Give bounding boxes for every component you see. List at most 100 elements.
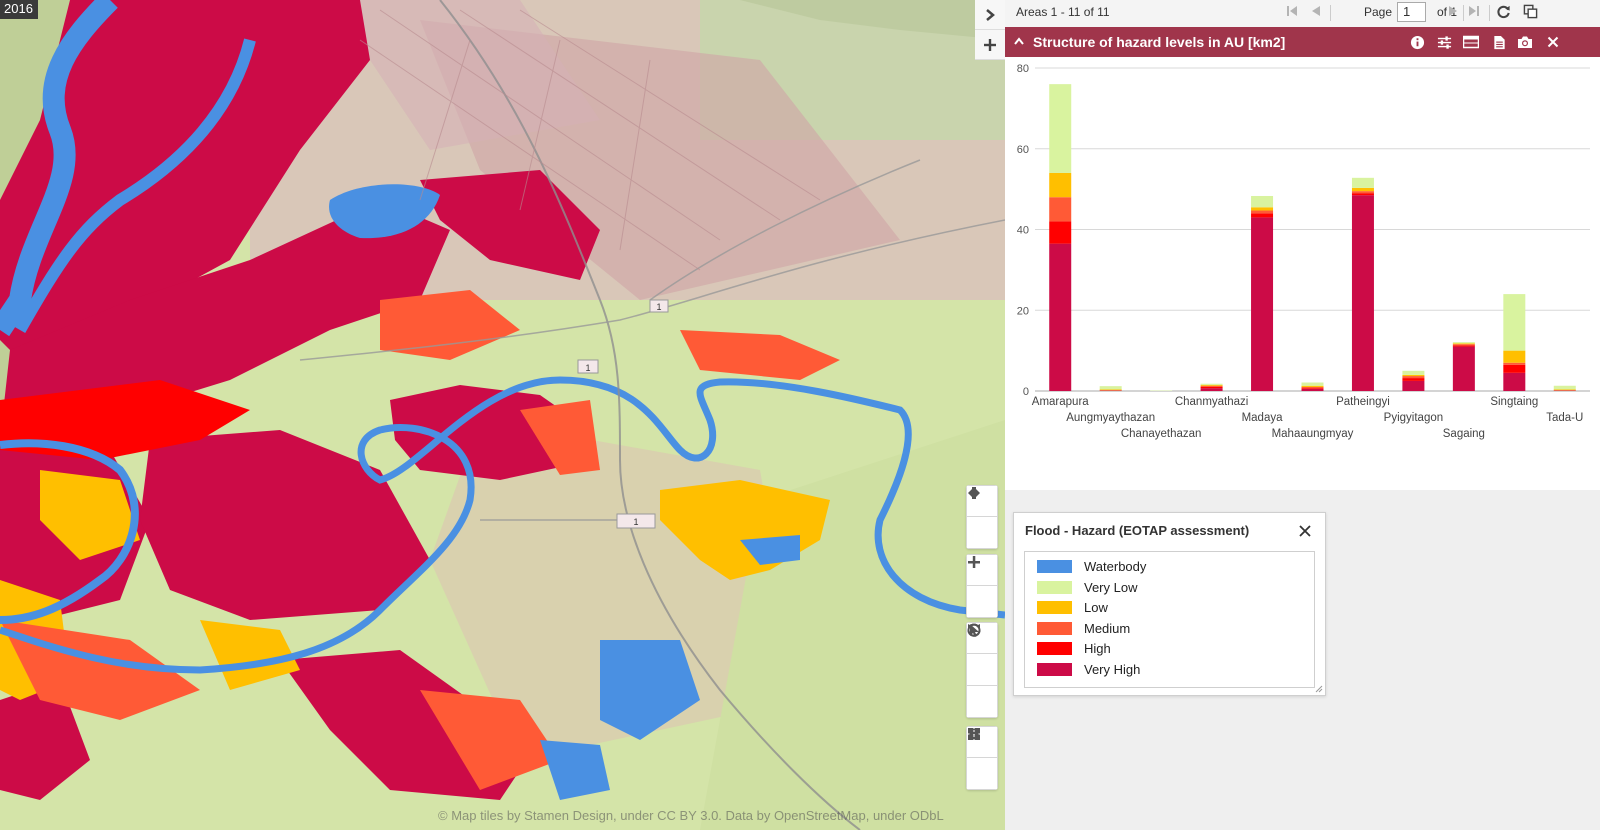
collapse-panel-button[interactable] [975, 0, 1005, 30]
x-tick-label: Madaya [1242, 412, 1284, 424]
legend-title: Flood - Hazard (EOTAP assessment) [1025, 523, 1250, 538]
road-shield-label: 1 [633, 517, 638, 527]
separator [1330, 5, 1331, 21]
screenshot-button[interactable] [1517, 34, 1533, 50]
legend-item: Very Low [1037, 579, 1137, 595]
bar-segment [1099, 386, 1122, 390]
bar-segment [1503, 294, 1526, 351]
road-shield-label: 1 [585, 363, 590, 373]
grid-view-button[interactable] [966, 728, 998, 790]
page-label: Page [1364, 5, 1393, 19]
bar-segment [1402, 378, 1425, 381]
minus-icon [968, 561, 980, 564]
refresh-icon [1497, 5, 1510, 19]
x-tick-label: Tada-U [1546, 412, 1583, 424]
x-tick-label: Patheingyi [1336, 396, 1390, 408]
x-tick-label: Singtaing [1490, 396, 1538, 408]
bar-segment [1351, 177, 1374, 188]
x-tick-label: Chanayethazan [1121, 428, 1202, 440]
bar-segment [1503, 350, 1526, 363]
close-legend-button[interactable] [1299, 521, 1311, 542]
legend-item: Medium [1037, 620, 1130, 636]
arrow-down-icon [968, 487, 980, 499]
legend-swatch [1037, 600, 1072, 614]
bar-segment [1351, 195, 1374, 391]
zoom-out-button[interactable] [966, 561, 998, 618]
mode-controls [966, 726, 998, 790]
sliders-icon [1437, 35, 1451, 49]
zoom-controls [966, 554, 998, 618]
reset-view-button[interactable] [966, 623, 998, 718]
legend-panel: Flood - Hazard (EOTAP assessment) Waterb… [1013, 512, 1326, 696]
settings-button[interactable] [1436, 34, 1452, 50]
previous-icon [1312, 6, 1320, 16]
legend-label: Very High [1084, 661, 1141, 677]
close-icon [1547, 36, 1559, 48]
resize-handle[interactable] [1315, 685, 1323, 693]
legend-label: Low [1084, 599, 1108, 615]
bar-segment [1200, 385, 1223, 387]
pan-up-button[interactable] [966, 485, 998, 517]
bar-segment [1503, 364, 1526, 373]
x-tick-label: Sagaing [1443, 428, 1485, 440]
bar-segment [1251, 210, 1274, 214]
pointer-icon [970, 624, 979, 637]
last-page-button[interactable] [1467, 4, 1481, 21]
bar-segment [1452, 346, 1475, 391]
first-page-button[interactable] [1285, 4, 1299, 21]
zoom-in-button[interactable] [966, 554, 998, 586]
map-attribution: © Map tiles by Stamen Design, under CC B… [438, 808, 944, 823]
detach-button[interactable] [1523, 4, 1538, 22]
areas-count: Areas 1 - 11 of 11 [1016, 5, 1110, 19]
pan-controls [966, 485, 998, 549]
chevron-up-icon[interactable] [1013, 36, 1025, 46]
bar-segment [1049, 172, 1072, 198]
legend-swatch [1037, 559, 1072, 573]
document-icon [1493, 35, 1505, 49]
first-page-icon [1287, 6, 1297, 16]
x-tick-label: Aungmyaythazan [1066, 412, 1155, 424]
map-view[interactable]: 1 1 1 2016 © Map tiles by Stamen Design,… [0, 0, 1005, 830]
last-page-icon [1469, 6, 1479, 16]
close-icon [1299, 525, 1311, 537]
next-page-button[interactable] [1446, 4, 1460, 21]
page-number-input[interactable]: 1 [1397, 2, 1426, 22]
hazard-bar-chart: 0 20 40 60 80 Amarapura Aungmyaythazan Chanayet… [1017, 63, 1590, 440]
legend-item: High [1037, 640, 1111, 656]
view-controls [966, 622, 998, 718]
plus-icon [984, 38, 996, 51]
info-button[interactable] [1409, 34, 1425, 50]
bar-segment [1351, 193, 1374, 196]
select-tool-button[interactable] [966, 624, 998, 686]
year-badge: 2016 [0, 0, 38, 19]
bar-segment [1251, 195, 1274, 208]
x-tick-label: Mahaaungmyay [1272, 428, 1354, 440]
legend-swatch [1037, 621, 1072, 635]
add-panel-button[interactable] [975, 30, 1005, 60]
pan-down-button[interactable] [966, 487, 998, 549]
y-tick-label: 40 [1017, 225, 1029, 237]
refresh-button[interactable] [1496, 4, 1511, 22]
y-tick-label: 20 [1017, 305, 1029, 317]
info-icon [1410, 35, 1424, 49]
bar-segment [1402, 380, 1425, 391]
legend-box: Waterbody Very Low Low Medium High Very … [1024, 551, 1315, 688]
chart-header: Structure of hazard levels in AU [km2] [1005, 27, 1600, 57]
table-view-button[interactable] [1463, 34, 1479, 50]
road-shield-label: 1 [656, 302, 661, 312]
legend-item: Low [1037, 599, 1108, 615]
y-tick-label: 80 [1017, 63, 1029, 75]
separator [1489, 5, 1490, 21]
legend-label: Waterbody [1084, 558, 1147, 574]
y-tick-label: 60 [1017, 144, 1029, 156]
legend-swatch [1037, 580, 1072, 594]
bar-segment [1402, 370, 1425, 375]
legend-swatch [1037, 641, 1072, 655]
legend-item: Waterbody [1037, 558, 1146, 574]
export-document-button[interactable] [1491, 34, 1507, 50]
chart-title: Structure of hazard levels in AU [km2] [1033, 34, 1286, 50]
close-chart-button[interactable] [1545, 34, 1561, 50]
previous-page-button[interactable] [1309, 4, 1323, 21]
bar-segment [1301, 386, 1324, 389]
legend-label: Medium [1084, 620, 1131, 636]
